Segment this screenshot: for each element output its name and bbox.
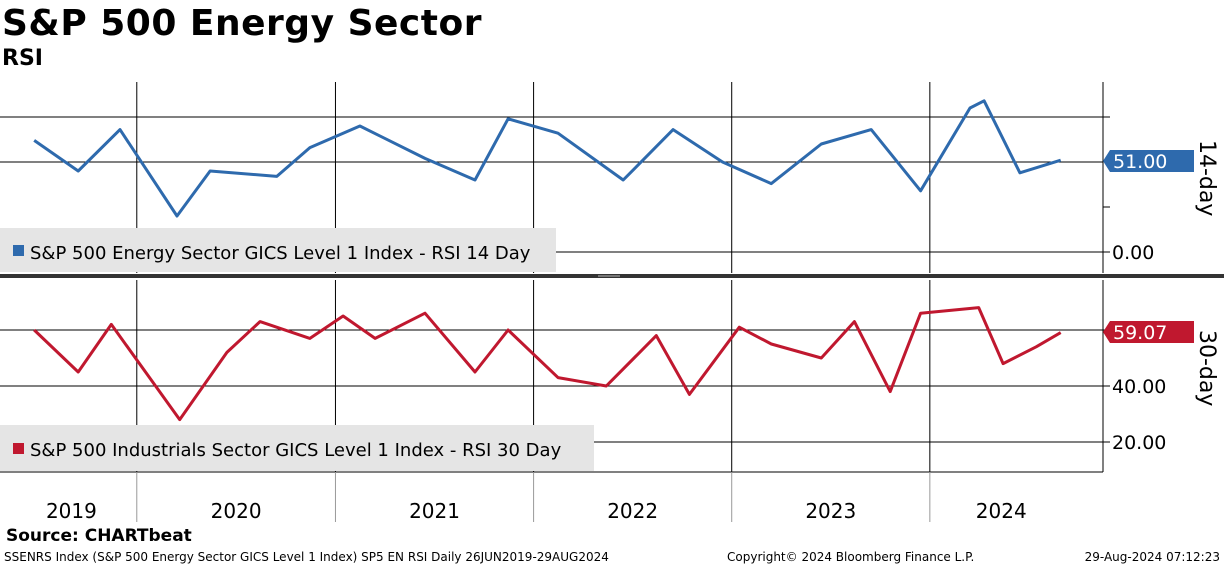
x-tick-label: 2021 xyxy=(409,499,460,523)
axis-label-30-day: 30-day xyxy=(1194,330,1219,406)
panel-14-day: S&P 500 Energy Sector GICS Level 1 Index… xyxy=(0,82,1103,273)
bottom-legend-swatch xyxy=(13,443,24,454)
top-legend-label: S&P 500 Energy Sector GICS Level 1 Index… xyxy=(30,243,531,264)
ticker-info: SSENRS Index (S&P 500 Energy Sector GICS… xyxy=(4,550,609,564)
last-value-tag-30 xyxy=(1103,321,1194,343)
timestamp: 29-Aug-2024 07:12:23 xyxy=(1084,550,1220,564)
x-tick-label: 2024 xyxy=(976,499,1027,523)
top-legend-swatch xyxy=(13,245,24,256)
y-tick-top-0: 0.00 xyxy=(1112,242,1154,264)
y-tick-bottom-40: 40.00 xyxy=(1112,376,1166,398)
x-tick-label: 2022 xyxy=(607,499,658,523)
rsi-30-line xyxy=(33,306,1062,422)
bottom-legend-box xyxy=(0,425,594,471)
axis-label-14-day: 14-day xyxy=(1194,140,1219,216)
x-axis: 2019 2020 2021 2022 2023 2024 xyxy=(0,471,1103,523)
source-note: Source: CHARTbeat xyxy=(6,526,192,546)
chart-subtitle: RSI xyxy=(2,46,43,71)
y-tick-bottom-20: 20.00 xyxy=(1112,432,1166,454)
x-tick-label: 2019 xyxy=(46,499,97,523)
bottom-legend-label: S&P 500 Industrials Sector GICS Level 1 … xyxy=(30,440,562,461)
rsi-14-line xyxy=(33,99,1062,218)
last-value-30: 59.07 xyxy=(1113,322,1167,344)
x-tick-label: 2023 xyxy=(805,499,856,523)
panel-30-day: S&P 500 Industrials Sector GICS Level 1 … xyxy=(0,280,1103,472)
top-legend-box xyxy=(0,228,556,272)
last-value-tag-14 xyxy=(1103,150,1194,172)
last-value-14: 51.00 xyxy=(1113,151,1167,173)
x-tick-label: 2020 xyxy=(211,499,262,523)
chart-title: S&P 500 Energy Sector xyxy=(2,3,482,44)
right-axis: 0.00 40.00 20.00 51.00 59.07 14-day 30-d… xyxy=(1102,82,1219,472)
copyright: Copyright© 2024 Bloomberg Finance L.P. xyxy=(727,550,975,564)
